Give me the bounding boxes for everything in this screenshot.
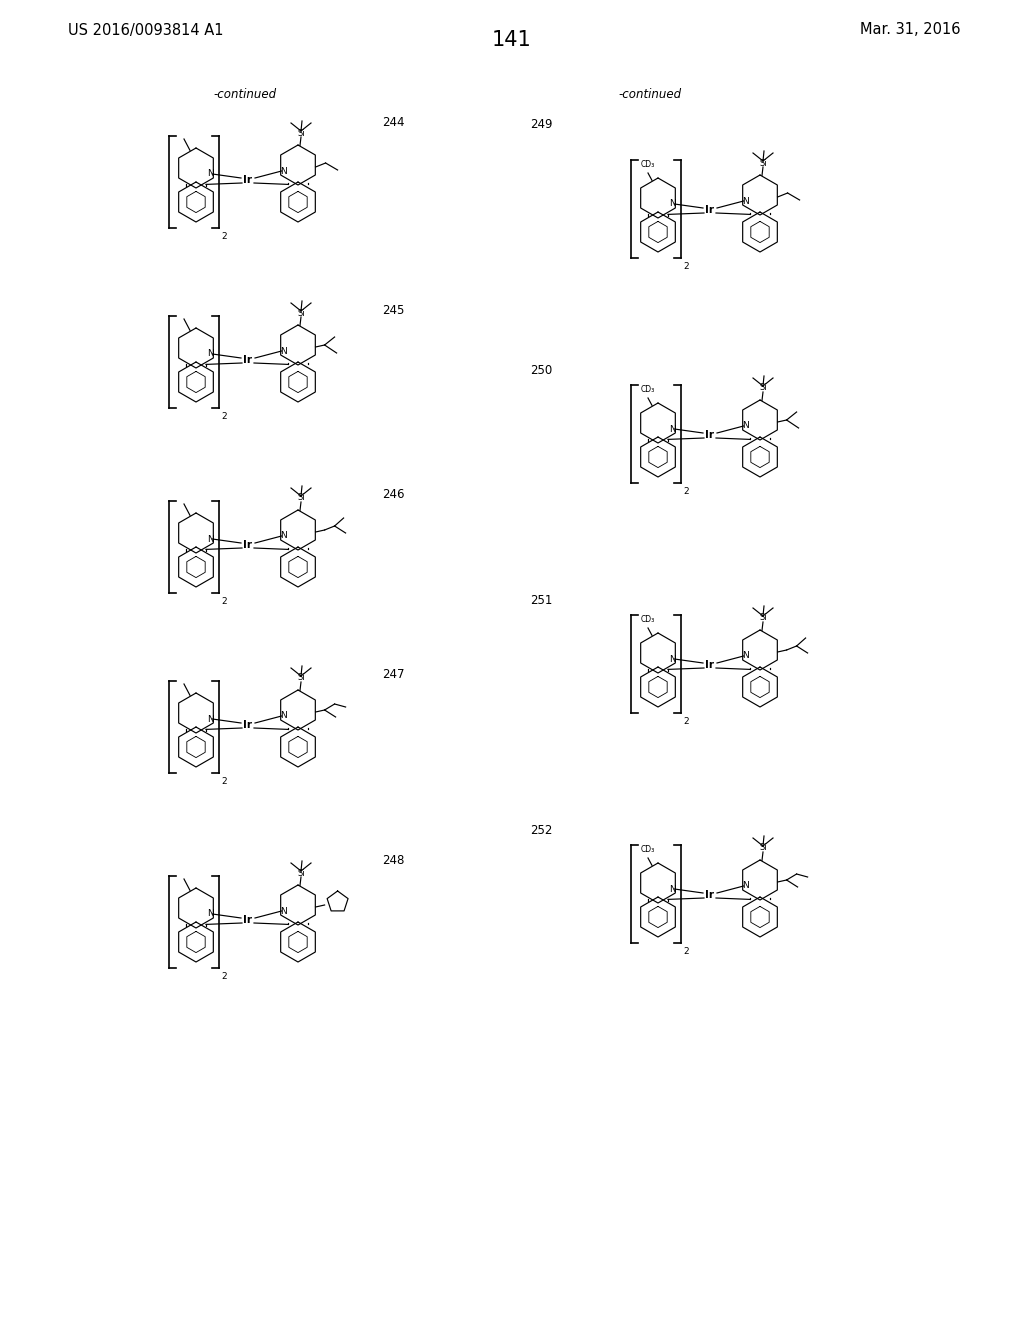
Text: Ir: Ir (706, 660, 715, 671)
Text: 2: 2 (221, 232, 226, 242)
Text: N: N (207, 714, 214, 723)
Text: 2: 2 (221, 972, 226, 981)
Text: N: N (669, 655, 676, 664)
Text: N: N (669, 199, 676, 209)
Text: US 2016/0093814 A1: US 2016/0093814 A1 (68, 22, 223, 37)
Text: N: N (281, 166, 287, 176)
Text: Ir: Ir (244, 719, 253, 730)
Text: 244: 244 (382, 116, 404, 128)
Text: 252: 252 (530, 824, 552, 837)
Text: Ir: Ir (244, 355, 253, 366)
Text: N: N (281, 346, 287, 355)
Text: N: N (742, 197, 749, 206)
Text: N: N (207, 909, 214, 919)
Text: N: N (207, 535, 214, 544)
Text: -continued: -continued (618, 88, 682, 102)
Text: Si: Si (297, 494, 305, 503)
Text: N: N (742, 652, 749, 660)
Text: N: N (281, 907, 287, 916)
Text: Si: Si (297, 309, 305, 318)
Text: -continued: -continued (213, 88, 276, 102)
Text: N: N (742, 421, 749, 430)
Text: 2: 2 (683, 487, 688, 496)
Text: Ir: Ir (244, 176, 253, 185)
Text: 249: 249 (530, 119, 553, 132)
Text: 2: 2 (221, 597, 226, 606)
Text: 246: 246 (382, 488, 404, 502)
Text: Si: Si (297, 128, 305, 137)
Text: Si: Si (759, 614, 767, 623)
Text: 2: 2 (221, 412, 226, 421)
Text: 2: 2 (221, 777, 226, 785)
Text: CD₃: CD₃ (641, 615, 655, 624)
Text: 247: 247 (382, 668, 404, 681)
Text: Si: Si (759, 843, 767, 853)
Text: 251: 251 (530, 594, 552, 606)
Text: N: N (207, 350, 214, 359)
Text: 141: 141 (493, 30, 531, 50)
Text: Ir: Ir (244, 540, 253, 550)
Text: 245: 245 (382, 304, 404, 317)
Text: CD₃: CD₃ (641, 845, 655, 854)
Text: Ir: Ir (706, 205, 715, 215)
Text: N: N (669, 884, 676, 894)
Text: 248: 248 (382, 854, 404, 866)
Text: N: N (281, 532, 287, 540)
Text: N: N (281, 711, 287, 721)
Text: N: N (669, 425, 676, 433)
Text: CD₃: CD₃ (641, 385, 655, 393)
Text: Si: Si (297, 869, 305, 878)
Text: N: N (742, 882, 749, 891)
Text: Si: Si (759, 158, 767, 168)
Text: Ir: Ir (706, 890, 715, 900)
Text: 2: 2 (683, 717, 688, 726)
Text: 2: 2 (683, 261, 688, 271)
Text: CD₃: CD₃ (641, 160, 655, 169)
Text: Si: Si (297, 673, 305, 682)
Text: N: N (207, 169, 214, 178)
Text: 2: 2 (683, 946, 688, 956)
Text: 250: 250 (530, 363, 552, 376)
Text: Ir: Ir (244, 915, 253, 925)
Text: Mar. 31, 2016: Mar. 31, 2016 (859, 22, 961, 37)
Text: Ir: Ir (706, 430, 715, 440)
Text: Si: Si (759, 384, 767, 392)
